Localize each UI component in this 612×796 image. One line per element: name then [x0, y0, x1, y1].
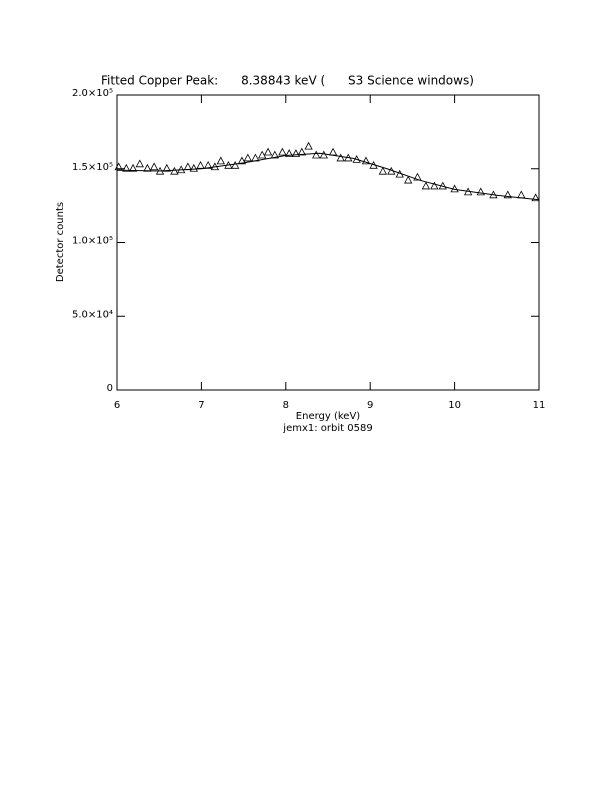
data-point [263, 147, 273, 156]
data-point [170, 166, 179, 175]
data-point [285, 149, 294, 157]
data-point [476, 187, 485, 196]
data-point [291, 149, 301, 157]
x-tick-label: 8 [283, 400, 289, 411]
x-tick-label: 7 [198, 400, 204, 411]
data-point [361, 156, 371, 165]
data-point [413, 172, 422, 181]
data-point [304, 141, 313, 150]
data-point [278, 147, 287, 156]
data-point [319, 150, 328, 159]
data-point [531, 193, 540, 202]
data-point [421, 181, 431, 190]
fit-line [116, 152, 540, 201]
x-tick-label: 11 [533, 400, 546, 411]
y-tick-label: 5.0×10⁴ [72, 309, 113, 320]
subtitle: jemx1: orbit 0589 [282, 423, 372, 434]
data-point [237, 156, 247, 165]
data-point [216, 156, 225, 165]
data-point [503, 190, 512, 199]
data-point [312, 150, 321, 159]
data-point [336, 153, 345, 162]
x-tick-label: 6 [114, 400, 120, 411]
y-axis-label: Detector counts [55, 202, 66, 282]
data-point [189, 163, 198, 172]
data-point [243, 153, 252, 162]
data-point [162, 163, 171, 172]
chart-title: Fitted Copper Peak: 8.38843 keV ( S3 Sci… [101, 74, 474, 88]
data-point [404, 175, 413, 184]
data-point [297, 147, 307, 156]
y-tick-label: 1.0×10⁵ [72, 236, 113, 247]
x-tick-label: 9 [367, 400, 373, 411]
data-point [135, 159, 144, 168]
data-point [230, 160, 240, 169]
data-point [430, 181, 439, 190]
x-axis-label: Energy (keV) [296, 411, 361, 422]
data-point [270, 150, 279, 159]
data-point [128, 163, 138, 172]
y-tick-label: 1.5×10⁵ [72, 162, 113, 173]
data-point [122, 163, 131, 172]
data-point [149, 162, 159, 171]
y-tick-label: 0 [107, 383, 113, 394]
x-tick-label: 10 [448, 400, 461, 411]
y-tick-label: 2.0×10⁵ [72, 88, 113, 99]
data-point [378, 166, 388, 175]
data-point [257, 150, 267, 159]
